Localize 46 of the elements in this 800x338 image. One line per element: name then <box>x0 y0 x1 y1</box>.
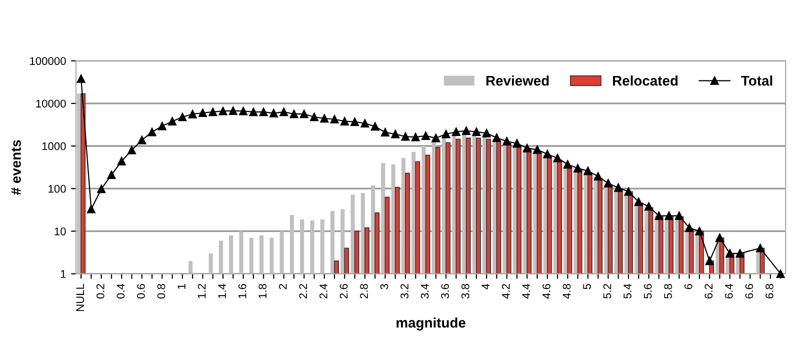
x-tick-label: 6 <box>684 284 692 290</box>
y-tick-label: 100 <box>48 184 66 193</box>
x-tick-label: 1.2 <box>198 284 206 298</box>
x-tick-label: 3.2 <box>400 284 408 299</box>
x-tick-label: 2.4 <box>319 284 328 298</box>
x-tick-label: 2 <box>278 284 287 290</box>
x-axis-title: magnitude <box>396 317 466 330</box>
x-tick-label: 1 <box>178 284 186 289</box>
x-tick-label: 4.8 <box>562 284 571 299</box>
x-tick-label: 6.8 <box>766 284 774 298</box>
x-tick-label: 2.8 <box>360 284 368 298</box>
x-tick-label: 3 <box>380 284 388 290</box>
x-tick-label: 1.8 <box>258 284 267 298</box>
x-tick-label: 5 <box>583 284 591 290</box>
x-tick-label: 6.6 <box>745 284 754 298</box>
legend-label: Reviewed <box>486 75 549 86</box>
x-tick-label: 0.8 <box>157 284 166 299</box>
y-axis-title: # events <box>11 140 21 195</box>
x-tick-label: 0.2 <box>96 284 104 299</box>
x-tick-label: 0.6 <box>137 284 145 299</box>
x-tick-label: 6.4 <box>724 284 733 298</box>
y-tick-label: 1000 <box>42 142 66 150</box>
y-tick-label: 1 <box>60 270 66 278</box>
x-tick-label: 4.4 <box>522 284 530 299</box>
y-tick-label: 100000 <box>30 57 66 65</box>
x-tick-label: 4.6 <box>542 284 550 299</box>
legend-label: Relocated <box>613 75 678 86</box>
x-tick-label: 3.8 <box>461 284 470 299</box>
y-tick-label: 10 <box>54 227 66 236</box>
x-tick-label: 5.8 <box>664 284 672 298</box>
x-tick-label: 5.6 <box>644 284 652 298</box>
x-tick-label: 1.4 <box>218 284 226 298</box>
x-tick-label: 5.2 <box>603 284 612 298</box>
y-tick-label: 10000 <box>36 100 66 108</box>
x-tick-label: 2.2 <box>299 284 307 298</box>
x-tick-label: 1.6 <box>238 284 246 298</box>
x-tick-label: NULL <box>76 284 84 311</box>
x-tick-label: 0.4 <box>116 284 125 299</box>
x-tick-label: 4 <box>482 284 490 290</box>
x-tick-label: 3.6 <box>441 284 449 299</box>
x-tick-label: 5.4 <box>624 284 632 298</box>
x-tick-label: 2.6 <box>340 284 348 298</box>
legend-label: Total <box>741 75 772 86</box>
x-tick-label: 4.2 <box>502 284 510 299</box>
x-tick-label: 6.2 <box>704 284 713 298</box>
x-tick-label: 3.4 <box>420 284 429 299</box>
